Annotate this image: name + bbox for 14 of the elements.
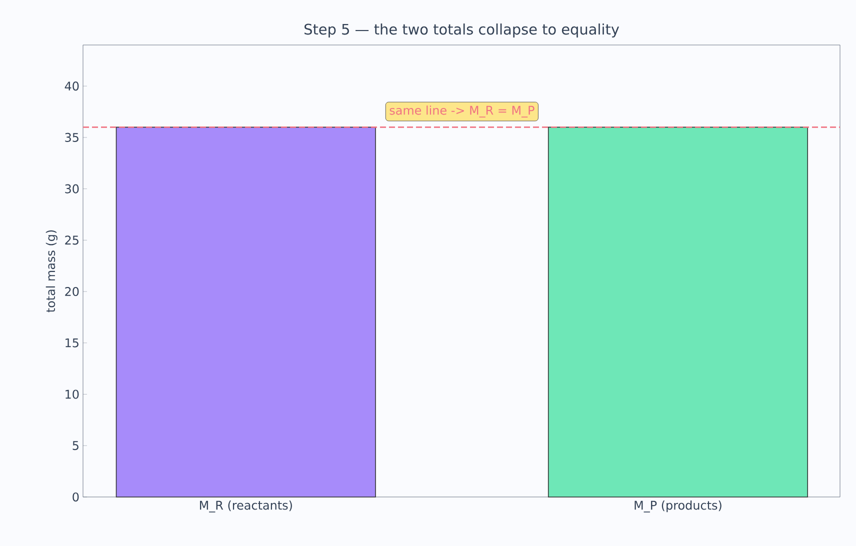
- chart-title: Step 5 — the two totals collapse to equality: [304, 24, 620, 38]
- x-tick-label: M_R (reactants): [200, 500, 292, 512]
- y-tick-label: 30: [65, 184, 79, 194]
- y-tick-label: 20: [65, 287, 79, 296]
- y-tick-label: 10: [66, 390, 79, 399]
- y-tick-label: 40: [64, 82, 79, 91]
- y-axis-title: total mass (g): [46, 230, 58, 312]
- ref-line-label: same line -> M_R = M_P: [390, 106, 534, 118]
- y-tick-label: 25: [65, 236, 78, 245]
- y-tick-label: 35: [65, 132, 78, 142]
- y-tick-label: 15: [66, 338, 78, 348]
- y-tick-label: 0: [72, 492, 79, 502]
- y-tick-label: 5: [72, 441, 78, 450]
- x-tick-label: M_P (products): [634, 500, 722, 512]
